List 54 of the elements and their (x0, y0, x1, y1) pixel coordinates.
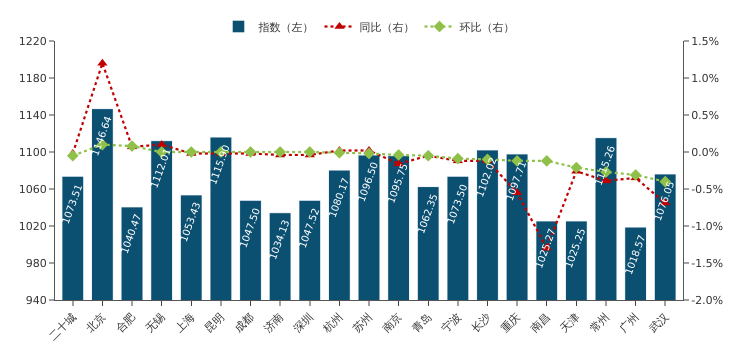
x-tick-label: 天津 (558, 310, 582, 336)
point (274, 146, 286, 158)
y2-tick-label: -1.5% (691, 256, 724, 270)
x-tick-label: 无锡 (142, 310, 168, 336)
x-tick-label: 上海 (172, 310, 198, 336)
point (334, 146, 346, 159)
x-tick-label: 南昌 (528, 310, 553, 336)
point (304, 146, 316, 158)
y-tick-label: 1220 (18, 34, 47, 48)
y2-tick-label: 1.0% (691, 72, 720, 85)
y-tick-label: 940 (26, 294, 47, 307)
x-tick-label: 深圳 (291, 310, 316, 336)
y-tick-label: 1020 (18, 220, 47, 233)
y-tick-label: 1140 (18, 108, 47, 122)
x-tick-label: 昆明 (202, 310, 227, 336)
point (66, 150, 79, 162)
y-tick-label: 1100 (18, 146, 47, 159)
point (392, 149, 404, 161)
x-tick-label: 广州 (616, 310, 642, 336)
x-tick-label: 合肥 (113, 310, 138, 336)
x-tick-label: 重庆 (498, 310, 524, 336)
y-tick-label: 1060 (18, 182, 47, 196)
legend-label: 指数（左） (258, 20, 314, 34)
x-tick-label: 宁波 (439, 310, 464, 336)
y2-tick-label: -1.0% (691, 220, 724, 233)
point (422, 150, 434, 162)
x-tick-label: 长沙 (468, 310, 494, 336)
x-tick-label: 济南 (261, 310, 286, 336)
point (570, 162, 582, 174)
y-tick-label: 1180 (18, 72, 47, 85)
y-tick-label: 980 (26, 256, 47, 270)
y2-tick-label: 0.0% (691, 146, 720, 159)
x-tick-label: 常州 (587, 310, 612, 336)
y2-tick-label: -0.5% (691, 182, 724, 196)
point (452, 152, 464, 165)
legend-label: 同比（右） (360, 20, 414, 34)
point (540, 155, 553, 167)
x-tick-label: 南京 (380, 310, 405, 336)
x-tick-label: 二十城 (46, 310, 79, 344)
x-tick-label: 苏州 (350, 310, 376, 336)
legend-label: 环比（右） (460, 20, 514, 34)
x-tick-label: 成都 (232, 310, 257, 336)
x-tick-label: 武汉 (646, 310, 672, 336)
point (630, 169, 642, 181)
point (244, 146, 256, 158)
x-tick-label: 北京 (84, 310, 108, 336)
point (363, 148, 375, 160)
y2-tick-label: 1.5% (691, 34, 720, 48)
x-tick-label: 杭州 (320, 310, 346, 336)
y2-tick-label: -2.0% (691, 294, 724, 307)
point (126, 140, 138, 152)
x-tick-label: 青岛 (410, 310, 434, 336)
y2-tick-label: 0.5% (691, 108, 720, 122)
point (185, 146, 198, 158)
